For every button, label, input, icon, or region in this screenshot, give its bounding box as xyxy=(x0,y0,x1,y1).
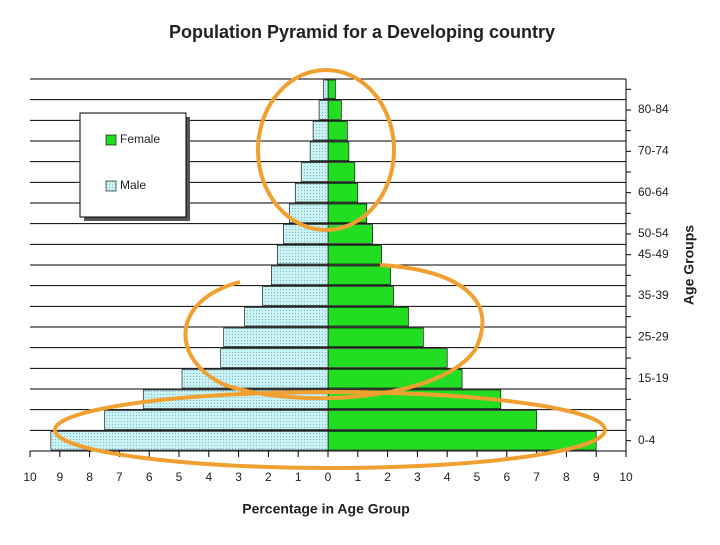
bar xyxy=(327,307,409,327)
bar xyxy=(327,79,336,99)
x-tick-label: 0 xyxy=(325,470,332,484)
x-tick-label: 10 xyxy=(619,470,633,484)
bar xyxy=(271,265,329,285)
y-tick-label: 0-4 xyxy=(638,433,656,447)
bar xyxy=(300,162,329,182)
bar xyxy=(327,162,356,182)
chart-title: Population Pyramid for a Developing coun… xyxy=(169,22,555,42)
bar xyxy=(294,183,329,203)
bar xyxy=(327,245,382,265)
bar xyxy=(327,286,394,306)
bar xyxy=(262,286,329,306)
legend-label: Female xyxy=(120,132,160,146)
x-tick-label: 5 xyxy=(176,470,183,484)
x-tick-label: 7 xyxy=(116,470,123,484)
y-tick-label: 45-49 xyxy=(638,247,669,261)
bar xyxy=(312,121,329,141)
x-tick-label: 2 xyxy=(384,470,391,484)
x-tick-label: 5 xyxy=(474,470,481,484)
annotations xyxy=(53,68,607,470)
x-tick-label: 8 xyxy=(86,470,93,484)
bar xyxy=(223,327,329,347)
bar xyxy=(288,203,329,223)
bar xyxy=(327,327,424,347)
bar xyxy=(327,121,348,141)
bar xyxy=(104,410,329,430)
y-tick-label: 80-84 xyxy=(638,102,669,116)
y-tick-label: 25-29 xyxy=(638,330,669,344)
x-tick-label: 9 xyxy=(593,470,600,484)
bar xyxy=(309,141,329,161)
x-tick-label: 8 xyxy=(563,470,570,484)
bar xyxy=(327,410,537,430)
legend-label: Male xyxy=(120,178,146,192)
x-tick-label: 10 xyxy=(23,470,37,484)
bar xyxy=(327,100,342,120)
bar xyxy=(318,100,329,120)
x-tick-label: 7 xyxy=(533,470,540,484)
bar xyxy=(220,348,329,368)
x-tick-label: 4 xyxy=(205,470,212,484)
legend-swatch xyxy=(105,134,117,146)
annotation-ellipse xyxy=(53,390,607,470)
bar xyxy=(277,245,329,265)
x-tick-label: 6 xyxy=(146,470,153,484)
x-tick-label: 9 xyxy=(56,470,63,484)
bar xyxy=(327,265,391,285)
y-tick-label: 35-39 xyxy=(638,288,669,302)
x-tick-label: 6 xyxy=(503,470,510,484)
x-tick-label: 4 xyxy=(444,470,451,484)
legend-swatch xyxy=(105,180,117,192)
y-axis-title: Age Groups xyxy=(681,225,697,305)
y-tick-label: 60-64 xyxy=(638,185,669,199)
plot-area: 0-415-1925-2935-3945-4950-5460-6470-7480… xyxy=(23,78,669,484)
legend: Female Male xyxy=(79,112,190,221)
x-tick-label: 1 xyxy=(295,470,302,484)
bar xyxy=(50,431,329,451)
bar xyxy=(327,348,448,368)
bar xyxy=(244,307,329,327)
y-tick-label: 15-19 xyxy=(638,371,669,385)
legend-box xyxy=(79,112,187,218)
annotation-ellipse xyxy=(183,263,485,401)
annotation-ellipse xyxy=(256,68,396,232)
x-axis-title: Percentage in Age Group xyxy=(242,501,410,517)
bar xyxy=(327,369,463,389)
y-tick-label: 70-74 xyxy=(638,144,669,158)
x-tick-label: 1 xyxy=(354,470,361,484)
x-tick-label: 3 xyxy=(414,470,421,484)
x-tick-label: 2 xyxy=(265,470,272,484)
bar xyxy=(327,141,350,161)
bar xyxy=(323,79,329,99)
bar xyxy=(327,183,359,203)
bar xyxy=(327,431,597,451)
y-tick-label: 50-54 xyxy=(638,226,669,240)
x-tick-label: 3 xyxy=(235,470,242,484)
